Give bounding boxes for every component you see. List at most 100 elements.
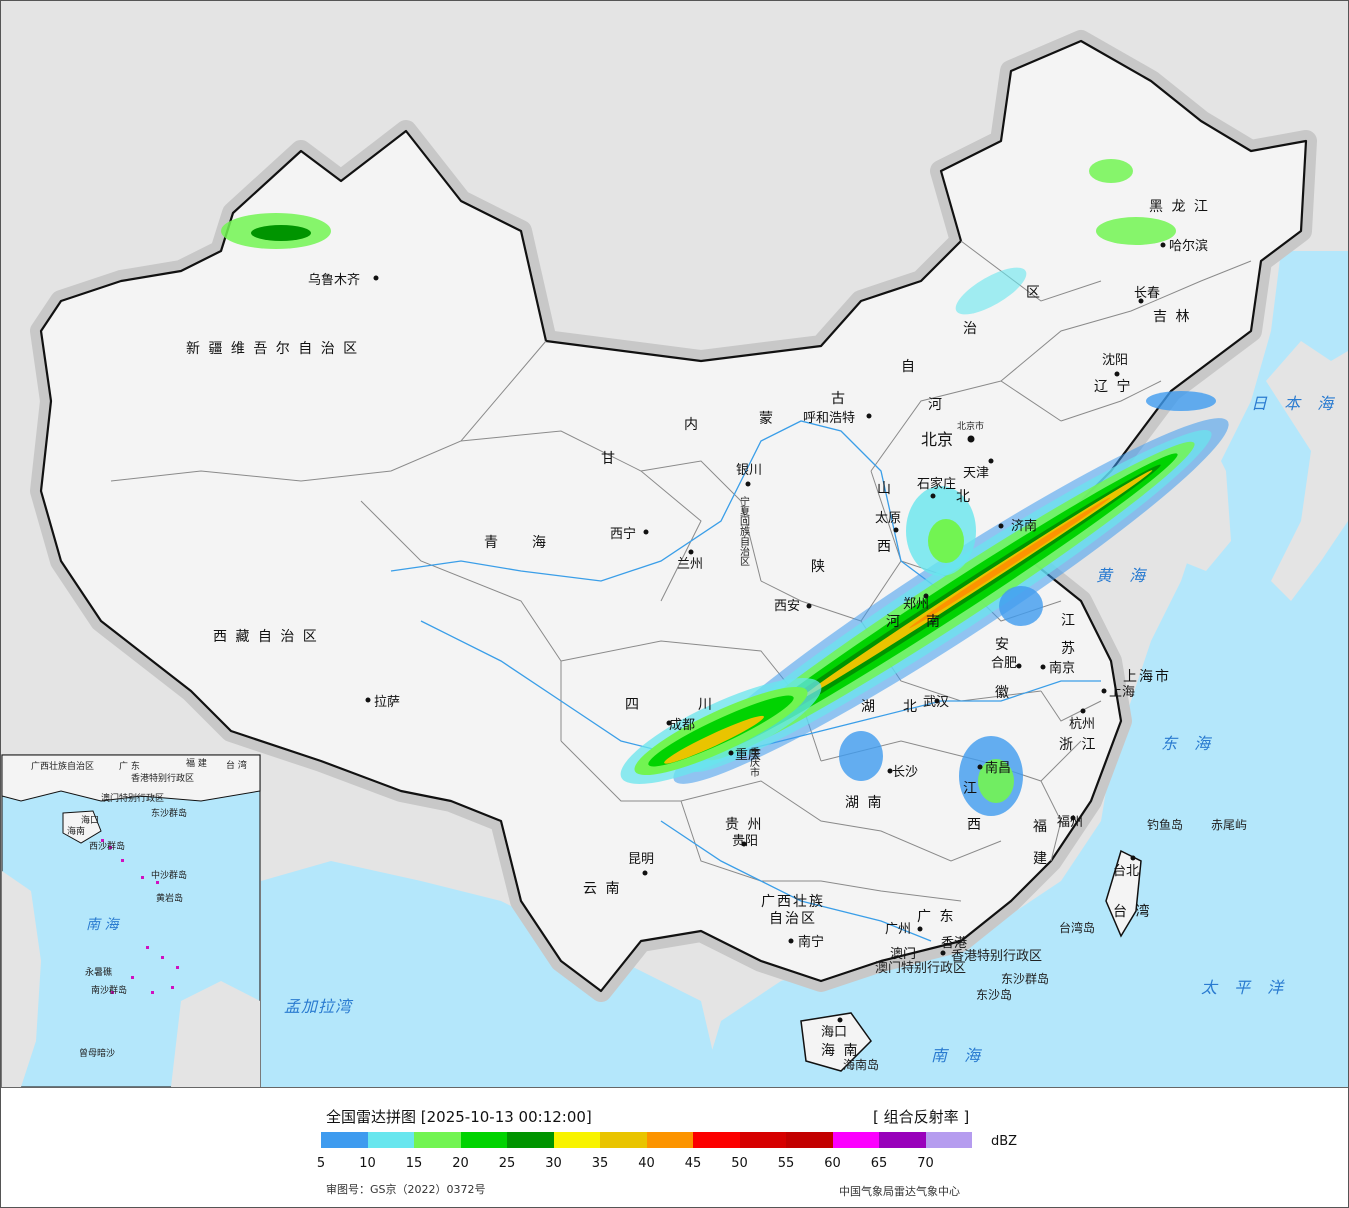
south-china-sea-inset (1, 754, 261, 1087)
province-label: 自 (901, 359, 917, 375)
city-label: 南昌 (985, 760, 1011, 776)
inset-label: 西沙群岛 (89, 840, 125, 852)
province-label: 古 (831, 391, 847, 407)
province-label: 福 (1033, 819, 1049, 835)
echo-heilongjiang (1096, 217, 1176, 245)
approval-number: 审图号：GS京（2022）0372号 (326, 1183, 486, 1196)
scale-tick: 30 (545, 1156, 562, 1171)
city-label: 台北 (1113, 864, 1139, 879)
city-label: 济南 (1011, 518, 1037, 534)
inset-label: 广西壮族自治区 (31, 760, 94, 772)
sea-label: 孟加拉湾 (284, 997, 354, 1016)
legend-title: 全国雷达拼图 [2025-10-13 00:12:00] (326, 1108, 592, 1126)
sea-bengal (261, 861, 721, 1087)
color-swatch (693, 1132, 740, 1148)
province-label: 广西壮族 (761, 894, 825, 910)
inset-labels: 南 海 广西壮族自治区 广 东 福 建 台 湾 香港特别行政区 澳门特别行政区 … (31, 757, 247, 1059)
echo-band-sichuan (620, 678, 822, 784)
scale-tick: 55 (777, 1156, 795, 1171)
echo-liaoning (1146, 391, 1216, 411)
scale-tick: 70 (917, 1156, 934, 1171)
inset-label: 澳门特别行政区 (101, 792, 164, 804)
product-name: [ 组合反射率 ] (873, 1108, 970, 1126)
radar-map[interactable]: 新 疆 维 吾 尔 自 治 区 西 藏 自 治 区 青 海 甘 内 蒙 古 黑 … (1, 1, 1348, 1088)
city-label: 北京 (921, 430, 953, 449)
province-label: 河 (928, 397, 944, 413)
inset-label: 南沙群岛 (91, 984, 127, 996)
hainan (800, 1012, 872, 1072)
inset-label: 永暑礁 (85, 966, 112, 978)
inset-label: 中沙群岛 (151, 869, 187, 881)
color-swatch (646, 1132, 693, 1148)
city-label: 沈阳 (1102, 353, 1128, 368)
dongsha-island-label: 东沙岛 (976, 987, 1012, 1002)
province-label: 陕 (811, 559, 827, 575)
color-swatch (600, 1132, 647, 1148)
province-label: 蒙 (759, 411, 775, 427)
city-label: 合肥 (991, 656, 1017, 671)
radar-echoes (221, 159, 1229, 816)
color-swatch (553, 1132, 600, 1148)
ningxia-label: 宁夏回族自治区 (738, 495, 750, 566)
city-label: 银川 (736, 463, 762, 478)
province-label: 湖 南 (845, 795, 883, 811)
color-swatch (925, 1132, 972, 1148)
province-label: 内 (684, 417, 700, 433)
province-label: 苏 (1061, 641, 1077, 657)
province-labels: 新 疆 维 吾 尔 自 治 区 西 藏 自 治 区 青 海 甘 内 蒙 古 黑 … (186, 199, 1208, 1059)
sea-label: 太 平 洋 (1201, 978, 1289, 997)
echo-jiangsu (999, 586, 1043, 626)
city-label: 福州 (1057, 815, 1083, 830)
scale-ticks: 5 10 15 20 25 30 35 40 45 50 55 60 65 70 (317, 1156, 1021, 1174)
province-label: 区 (1026, 285, 1042, 301)
color-swatch (460, 1132, 507, 1148)
province-label: 河 (886, 614, 902, 630)
city-label: 武汉 (923, 695, 949, 710)
province-label: 上海市 (1123, 668, 1171, 685)
city-label: 海口 (821, 1025, 847, 1040)
scale-tick: 20 (452, 1156, 469, 1171)
city-label: 重庆 (735, 747, 761, 763)
province-label: 江 (1061, 613, 1077, 629)
taiwan (1105, 849, 1142, 938)
inset-label: 福 建 (186, 757, 207, 769)
echo-jiangxi-core (978, 759, 1014, 803)
city-markers (365, 242, 1166, 1023)
color-swatch (786, 1132, 833, 1148)
province-label: 建 (1033, 851, 1049, 867)
province-label: 青 海 (484, 535, 548, 551)
taiwan-island-label: 台湾岛 (1059, 920, 1095, 935)
beijing-short-label: 北京市 (957, 420, 984, 432)
province-label: 山 (877, 481, 893, 497)
city-label: 杭州 (1069, 717, 1095, 732)
city-label: 呼和浩特 (803, 411, 855, 426)
city-label: 拉萨 (374, 695, 400, 710)
province-label: 贵 州 (725, 817, 763, 833)
province-label: 江 (963, 781, 979, 797)
legend-panel: 全国雷达拼图 [2025-10-13 00:12:00] [ 组合反射率 ] d… (1, 1088, 1348, 1207)
scale-tick: 35 (591, 1156, 609, 1171)
province-label: 西 (877, 539, 893, 555)
inset-label: 海口 (81, 814, 99, 826)
echo-hunan (839, 731, 883, 781)
province-label: 广 东 (917, 909, 955, 925)
inset-label: 海南 (67, 825, 85, 837)
scale-tick: 50 (731, 1156, 748, 1171)
province-label: 徽 (995, 685, 1011, 701)
city-label: 长春 (1134, 286, 1160, 301)
province-label: 甘 (601, 451, 617, 467)
province-label: 西 藏 自 治 区 (213, 629, 319, 645)
echo-hebei-core (928, 519, 964, 563)
province-label: 辽 宁 (1094, 378, 1132, 395)
korea-japan (1161, 341, 1348, 601)
sea-labels: 日 本 海 黄 海 东 海 太 平 洋 南 海 孟加拉湾 (284, 394, 1333, 1065)
city-label: 广州 (885, 922, 911, 937)
chiwei-label: 赤尾屿 (1211, 818, 1247, 832)
chongqing-label: 重庆市 (748, 746, 760, 778)
color-swatch (414, 1132, 461, 1148)
inset-label: 黄岩岛 (156, 892, 183, 904)
inset-label: 台 湾 (226, 759, 247, 771)
city-label: 郑州 (903, 597, 929, 612)
sea-label: 东 海 (1161, 734, 1216, 753)
